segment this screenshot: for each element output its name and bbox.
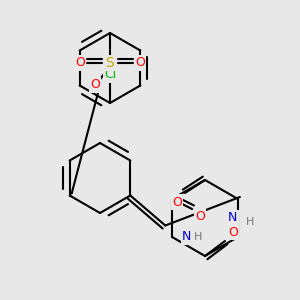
Text: O: O — [228, 226, 238, 238]
Text: O: O — [195, 211, 205, 224]
Text: O: O — [172, 196, 182, 208]
Text: N: N — [228, 211, 238, 224]
Text: N: N — [182, 230, 191, 244]
Text: H: H — [246, 217, 254, 227]
Text: O: O — [90, 79, 100, 92]
Text: O: O — [135, 56, 145, 70]
Text: S: S — [106, 56, 114, 70]
Text: O: O — [75, 56, 85, 70]
Text: H: H — [194, 232, 202, 242]
Text: Cl: Cl — [104, 68, 116, 82]
